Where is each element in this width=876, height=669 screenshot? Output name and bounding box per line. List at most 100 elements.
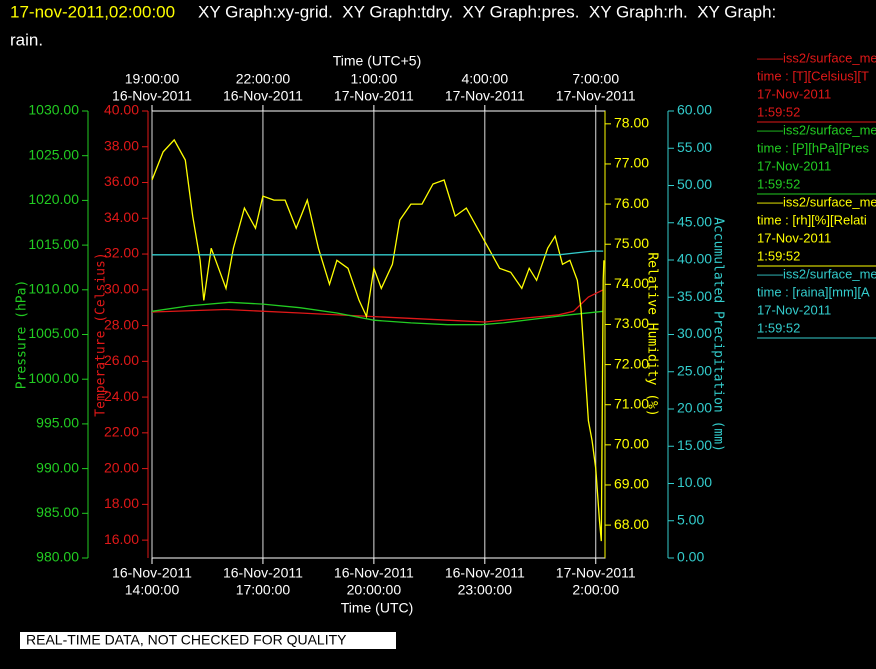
- y-tick-label: 5.00: [677, 511, 704, 527]
- y-tick-label: 1000.00: [28, 370, 79, 386]
- x-tick-label: 17-Nov-2011: [556, 565, 636, 581]
- legend-detail: time : [P][hPa][Pres: [757, 140, 869, 155]
- y-tick-label: 25.00: [677, 362, 712, 378]
- notice: REAL-TIME DATA, NOT CHECKED FOR QUALITY: [26, 632, 347, 648]
- y-tick-label: 36.00: [104, 173, 139, 189]
- y-tick-label: 68.00: [614, 516, 649, 532]
- y-tick-label: 76.00: [614, 195, 649, 211]
- y-tick-label: 995.00: [36, 415, 79, 431]
- y-tick-label: 34.00: [104, 209, 139, 225]
- y-tick-label: 22.00: [104, 424, 139, 440]
- y-tick-label: 50.00: [677, 176, 712, 192]
- legend-detail: 1:59:52: [757, 104, 800, 119]
- y-tick-label: 980.00: [36, 549, 79, 565]
- legend-detail: time : [T][Celsius][T: [757, 68, 869, 83]
- y-tick-label: 70.00: [614, 436, 649, 452]
- x-tick-label: 16-Nov-2011: [223, 565, 303, 581]
- y-tick-label: 20.00: [104, 459, 139, 475]
- y-tick-label: 72.00: [614, 355, 649, 371]
- y-tick-label: 985.00: [36, 504, 79, 520]
- series-line: [151, 301, 604, 326]
- y-tick-label: 45.00: [677, 213, 712, 229]
- graph-list: rain.: [10, 30, 43, 49]
- x2-tick-label: 7:00:00: [572, 71, 619, 87]
- y-tick-label: 40.00: [104, 102, 139, 118]
- y-tick-label: 15.00: [677, 437, 712, 453]
- notice-box: [20, 632, 396, 649]
- x-tick-label: 14:00:00: [125, 582, 180, 598]
- y-axis-title: Relative Humidity (%): [645, 252, 660, 416]
- legend-label: ——iss2/surface_me: [757, 122, 876, 137]
- legend-detail: time : [raina][mm][A: [757, 284, 870, 299]
- y-tick-label: 10.00: [677, 474, 712, 490]
- legend-detail: 17-Nov-2011: [757, 86, 831, 101]
- x-tick-label: 16-Nov-2011: [445, 565, 525, 581]
- x2-tick-label: 4:00:00: [461, 71, 508, 87]
- y-tick-label: 20.00: [677, 400, 712, 416]
- x2-tick-label: 17-Nov-2011: [334, 88, 414, 104]
- x2-tick-label: 17-Nov-2011: [556, 88, 636, 104]
- x2-tick-label: 16-Nov-2011: [223, 88, 303, 104]
- x-tick-label: 2:00:00: [572, 582, 619, 598]
- x2-tick-label: 16-Nov-2011: [112, 88, 192, 104]
- legend-detail: 1:59:52: [757, 176, 800, 191]
- legend-detail: 1:59:52: [757, 248, 800, 263]
- legend-detail: 1:59:52: [757, 320, 800, 335]
- y-tick-label: 24.00: [104, 388, 139, 404]
- x2-tick-label: 1:00:00: [351, 71, 398, 87]
- legend-detail: time : [rh][%][Relati: [757, 212, 867, 227]
- y-tick-label: 1015.00: [28, 236, 79, 252]
- y-tick-label: 28.00: [104, 316, 139, 332]
- legend-detail: 17-Nov-2011: [757, 302, 831, 317]
- y-tick-label: 40.00: [677, 251, 712, 267]
- y-tick-label: 32.00: [104, 245, 139, 261]
- x-tick-label: 20:00:00: [347, 582, 402, 598]
- x-tick-label: 16-Nov-2011: [334, 565, 414, 581]
- y-axis-title: Pressure (hPa): [15, 280, 30, 390]
- legend-label: ——iss2/surface_me: [757, 194, 876, 209]
- y-tick-label: 60.00: [677, 102, 712, 118]
- y-tick-label: 26.00: [104, 352, 139, 368]
- y-tick-label: 18.00: [104, 495, 139, 511]
- series-line: [151, 289, 604, 323]
- y-tick-label: 74.00: [614, 275, 649, 291]
- y-tick-label: 990.00: [36, 459, 79, 475]
- y-axis-title: Accumulated Precipitation (mm): [711, 217, 726, 452]
- x-axis-title: Time (UTC): [341, 600, 414, 616]
- y-tick-label: 55.00: [677, 139, 712, 155]
- y-tick-label: 1020.00: [28, 191, 79, 207]
- y-tick-label: 69.00: [614, 476, 649, 492]
- x2-tick-label: 17-Nov-2011: [445, 88, 525, 104]
- x-tick-label: 17:00:00: [236, 582, 291, 598]
- y-tick-label: 1030.00: [28, 102, 79, 118]
- y-tick-label: 35.00: [677, 288, 712, 304]
- x-tick-label: 16-Nov-2011: [112, 565, 192, 581]
- timestamp: 17-nov-2011,02:00:00: [10, 2, 175, 21]
- y-tick-label: 0.00: [677, 549, 704, 565]
- y-tick-label: 1025.00: [28, 146, 79, 162]
- x2-axis-title: Time (UTC+5): [333, 53, 422, 69]
- legend-detail: 17-Nov-2011: [757, 158, 831, 173]
- y-tick-label: 1010.00: [28, 281, 79, 297]
- x2-tick-label: 22:00:00: [236, 71, 291, 87]
- plot-frame: [151, 110, 606, 559]
- y-tick-label: 30.00: [104, 281, 139, 297]
- y-tick-label: 16.00: [104, 531, 139, 547]
- y-tick-label: 75.00: [614, 235, 649, 251]
- legend-detail: 17-Nov-2011: [757, 230, 831, 245]
- x2-tick-label: 19:00:00: [125, 71, 180, 87]
- y-tick-label: 38.00: [104, 137, 139, 153]
- y-tick-label: 73.00: [614, 315, 649, 331]
- y-tick-label: 71.00: [614, 395, 649, 411]
- legend-label: ——iss2/surface_me: [757, 50, 876, 65]
- legend-label: ——iss2/surface_me: [757, 266, 876, 281]
- graph-list: XY Graph:xy-grid. XY Graph:tdry. XY Grap…: [198, 2, 776, 21]
- y-tick-label: 30.00: [677, 325, 712, 341]
- y-tick-label: 77.00: [614, 155, 649, 171]
- y-tick-label: 78.00: [614, 115, 649, 131]
- y-tick-label: 1005.00: [28, 325, 79, 341]
- series-line: [152, 250, 604, 256]
- y-axis-title: Temperature (Celsius): [94, 252, 109, 416]
- series-line: [151, 138, 605, 542]
